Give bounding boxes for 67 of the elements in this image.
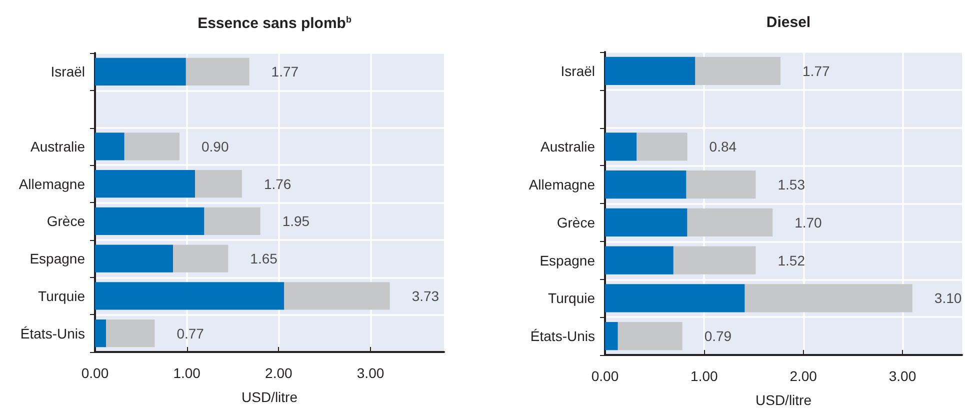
annotation: 0.79: [704, 328, 732, 344]
bar: [95, 132, 124, 160]
bar: [686, 170, 756, 199]
bar: [687, 208, 773, 236]
bar: [124, 132, 180, 160]
annotation: 0.90: [201, 138, 229, 154]
y-tick-label: Espagne: [540, 252, 596, 268]
annotation: 1.53: [778, 176, 806, 193]
y-tick-label: Grèce: [556, 214, 596, 230]
bar: [106, 319, 155, 348]
x-tick-label: 0.00: [81, 365, 109, 381]
bar: [605, 132, 637, 161]
bar: [95, 207, 204, 236]
annotation: 0.77: [176, 325, 204, 342]
bar: [605, 284, 745, 312]
bar: [605, 56, 696, 85]
bar: [605, 246, 674, 274]
annotation: 1.76: [264, 176, 292, 192]
bar: [618, 322, 682, 350]
y-tick-label: Australie: [540, 138, 596, 155]
annotation: 1.95: [282, 213, 310, 230]
y-tick-label: Allemagne: [528, 176, 596, 193]
x-axis-title: USD/litre: [241, 389, 298, 405]
x-axis-title: USD/litre: [755, 392, 812, 408]
bar: [636, 132, 688, 161]
x-tick-label: 1.00: [173, 365, 201, 381]
x-tick-label: 2.00: [265, 365, 293, 381]
y-tick-label: Israël: [560, 62, 595, 79]
annotation: 1.65: [250, 250, 278, 267]
bar: [95, 58, 186, 86]
annotation: 3.10: [934, 290, 962, 306]
x-tick-label: 3.00: [356, 365, 384, 381]
chart-title: Diesel: [766, 14, 811, 31]
x-tick-label: 0.00: [591, 368, 619, 384]
bar: [204, 207, 260, 236]
x-tick-label: 2.00: [790, 368, 818, 384]
y-tick-label: Israël: [50, 64, 85, 80]
annotation: 1.70: [794, 214, 822, 230]
bar: [605, 322, 618, 350]
annotation: 1.77: [271, 64, 299, 80]
y-tick-label: Grèce: [46, 213, 86, 230]
y-tick-label: Australie: [30, 138, 86, 154]
y-tick-label: Turquie: [548, 290, 596, 306]
bar: [186, 58, 250, 86]
bar: [95, 170, 196, 198]
bar: [95, 244, 174, 272]
bar: [695, 56, 781, 85]
bar: [673, 246, 756, 274]
bar: [284, 282, 390, 310]
annotation: 0.84: [709, 138, 737, 155]
x-tick-label: 3.00: [888, 368, 916, 384]
bar: [173, 244, 228, 272]
bar: [195, 170, 242, 198]
y-tick-label: Turquie: [38, 288, 86, 304]
bar: [744, 284, 912, 312]
annotation: 3.73: [412, 288, 440, 304]
y-tick-label: États-Unis: [20, 325, 85, 342]
bar: [95, 282, 284, 310]
y-tick-label: États-Unis: [530, 328, 595, 344]
y-tick-label: Espagne: [30, 250, 86, 267]
bar: [605, 208, 688, 236]
y-tick-label: Allemagne: [18, 176, 86, 192]
bar: [95, 319, 106, 348]
annotation: 1.52: [778, 252, 806, 268]
bar: [605, 170, 686, 199]
x-tick-label: 1.00: [690, 368, 718, 384]
annotation: 1.77: [802, 62, 830, 79]
